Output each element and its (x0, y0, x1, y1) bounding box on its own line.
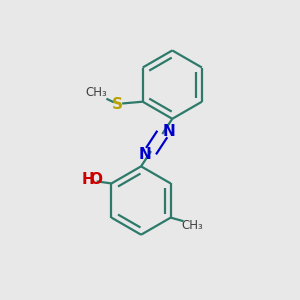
Text: O: O (89, 172, 103, 187)
Text: N: N (138, 147, 151, 162)
Text: H: H (81, 172, 94, 187)
Text: S: S (112, 97, 123, 112)
Text: CH₃: CH₃ (182, 219, 203, 232)
Text: N: N (163, 124, 175, 139)
Text: CH₃: CH₃ (86, 86, 107, 99)
